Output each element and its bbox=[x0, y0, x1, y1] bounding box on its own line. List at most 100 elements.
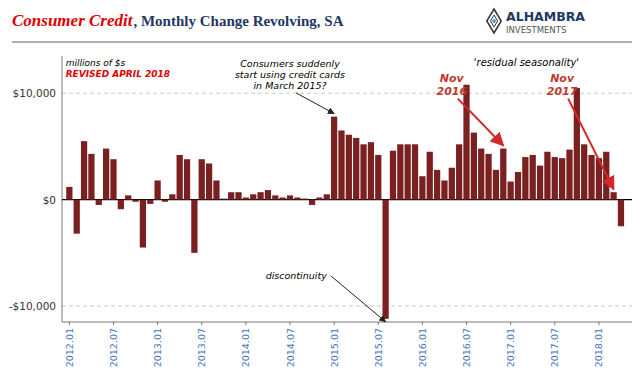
bar bbox=[552, 157, 558, 200]
bar bbox=[257, 192, 263, 199]
y-tick-label: $0 bbox=[43, 194, 56, 206]
bar bbox=[463, 85, 469, 200]
x-tick bbox=[334, 322, 335, 325]
annotations: millions of $sREVISED APRIL 2018'residua… bbox=[66, 9, 614, 322]
bar bbox=[419, 176, 425, 199]
bar bbox=[559, 158, 565, 199]
bar bbox=[331, 117, 337, 200]
bar bbox=[140, 200, 146, 248]
annotation-line: 2017 bbox=[547, 85, 578, 98]
x-tick bbox=[466, 322, 467, 325]
bars bbox=[66, 85, 624, 319]
annotation-arrow bbox=[296, 93, 334, 114]
bar bbox=[66, 187, 72, 200]
x-tick-label: 2017.01 bbox=[505, 328, 516, 367]
bar bbox=[221, 199, 227, 200]
bar bbox=[250, 194, 256, 199]
bar bbox=[272, 195, 278, 199]
bar bbox=[294, 198, 300, 200]
bar bbox=[515, 172, 521, 200]
bar bbox=[191, 200, 197, 253]
bar bbox=[360, 144, 366, 199]
x-tick-label: 2012.07 bbox=[108, 328, 119, 367]
bar bbox=[375, 155, 381, 200]
bar bbox=[610, 192, 616, 199]
logo-diamond bbox=[487, 9, 501, 33]
subtitle: , Monthly Change Revolving, SA bbox=[133, 13, 343, 29]
annotation: Consumers suddenlystart using credit car… bbox=[235, 58, 345, 91]
bar bbox=[74, 200, 80, 234]
x-tick bbox=[290, 322, 291, 325]
x-tick bbox=[245, 322, 246, 325]
bar bbox=[618, 200, 624, 227]
annotation: Nov2016 bbox=[436, 72, 467, 98]
logo-inner-diamond bbox=[490, 15, 497, 27]
bar bbox=[147, 200, 153, 204]
title: Consumer Credit bbox=[12, 11, 134, 30]
x-tick bbox=[422, 322, 423, 325]
bar bbox=[368, 142, 374, 199]
annotation-line: Nov bbox=[550, 72, 575, 85]
y-tick-label: -$10,000 bbox=[9, 300, 56, 312]
bar bbox=[566, 150, 572, 200]
x-tick-label: 2014.07 bbox=[285, 328, 296, 367]
y-axis-line bbox=[62, 56, 63, 322]
bar bbox=[508, 182, 514, 200]
bar bbox=[243, 198, 249, 200]
bar bbox=[309, 200, 315, 205]
y-tick-label: $10,000 bbox=[13, 87, 56, 99]
bar bbox=[471, 133, 477, 200]
header-rule bbox=[12, 42, 632, 43]
bar bbox=[537, 166, 543, 200]
bar bbox=[154, 180, 160, 199]
logo-dot bbox=[492, 19, 496, 23]
annotation-line: 'residual seasonality' bbox=[474, 57, 579, 68]
annotation: 'residual seasonality' bbox=[474, 57, 579, 68]
bar bbox=[184, 159, 190, 199]
x-tick bbox=[598, 322, 599, 325]
x-tick bbox=[378, 322, 379, 325]
bar bbox=[574, 88, 580, 200]
bar bbox=[162, 200, 168, 202]
bar bbox=[81, 141, 87, 200]
bar bbox=[382, 200, 388, 319]
x-tick-label: 2015.07 bbox=[373, 328, 384, 367]
bar bbox=[324, 194, 330, 199]
annotation-line: Consumers suddenly bbox=[240, 58, 340, 69]
bar bbox=[177, 155, 183, 200]
annotation: REVISED APRIL 2018 bbox=[66, 69, 170, 79]
annotation-line: REVISED APRIL 2018 bbox=[66, 69, 170, 79]
bar bbox=[235, 192, 241, 199]
annotation: INVESTMENTS bbox=[506, 25, 566, 35]
x-tick bbox=[157, 322, 158, 325]
bar bbox=[544, 152, 550, 200]
bar bbox=[588, 155, 594, 200]
annotation-line: Nov bbox=[440, 72, 465, 85]
bar bbox=[228, 192, 234, 199]
bar bbox=[353, 138, 359, 200]
bar bbox=[500, 149, 506, 200]
x-tick-label: 2014.01 bbox=[240, 328, 251, 367]
annotation-line: INVESTMENTS bbox=[506, 25, 566, 35]
bar bbox=[316, 198, 322, 200]
bar bbox=[169, 194, 175, 199]
annotation-line: start using credit cards bbox=[235, 69, 345, 80]
bar bbox=[493, 170, 499, 200]
bar bbox=[522, 157, 528, 200]
x-tick bbox=[510, 322, 511, 325]
bar bbox=[206, 163, 212, 199]
bar bbox=[390, 151, 396, 200]
bar bbox=[280, 198, 286, 200]
bar bbox=[434, 170, 440, 200]
x-tick-label: 2016.01 bbox=[417, 328, 428, 367]
bar bbox=[338, 130, 344, 199]
x-tick-label: 2017.07 bbox=[549, 328, 560, 367]
bar bbox=[118, 200, 124, 210]
annotation-arrow bbox=[568, 99, 613, 190]
bar bbox=[405, 144, 411, 199]
bar bbox=[530, 155, 536, 200]
x-tick bbox=[69, 322, 70, 325]
chart: Consumer Credit, Monthly Change Revolvin… bbox=[0, 0, 644, 381]
bar bbox=[346, 135, 352, 200]
x-tick-label: 2013.07 bbox=[196, 328, 207, 367]
